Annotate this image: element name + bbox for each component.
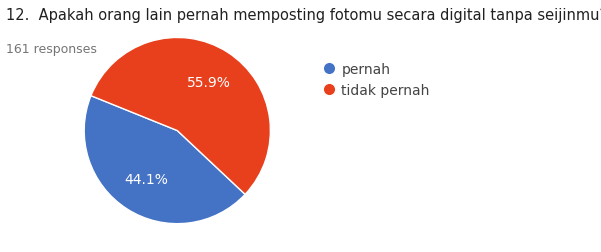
Text: 161 responses: 161 responses (6, 43, 97, 56)
Legend: pernah, tidak pernah: pernah, tidak pernah (319, 58, 434, 102)
Text: 55.9%: 55.9% (186, 76, 230, 89)
Wedge shape (91, 38, 270, 195)
Text: 12.  Apakah orang lain pernah memposting fotomu secara digital tanpa seijinmu?: 12. Apakah orang lain pernah memposting … (6, 8, 601, 22)
Wedge shape (84, 96, 245, 224)
Text: 44.1%: 44.1% (124, 173, 168, 186)
